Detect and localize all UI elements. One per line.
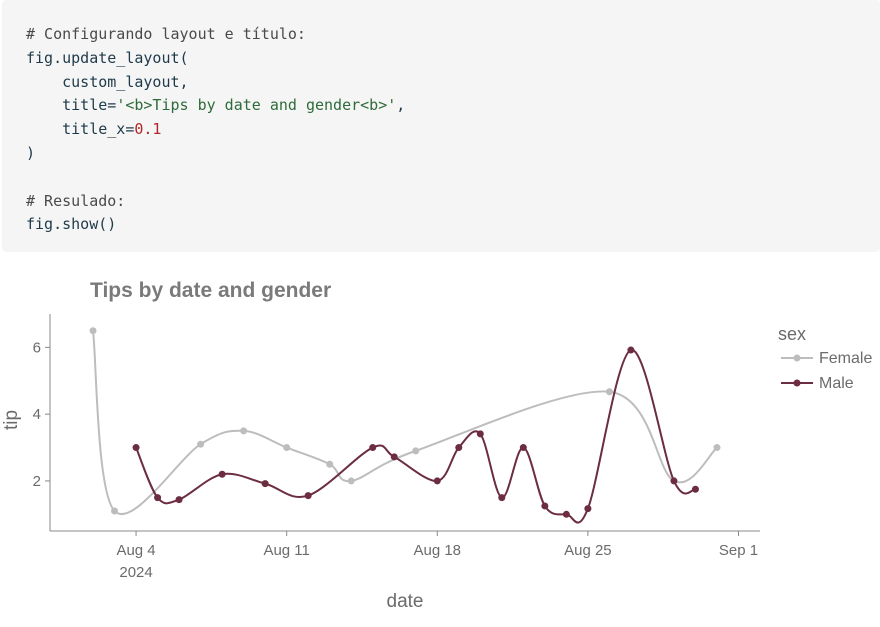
code-token: fig.show() xyxy=(26,215,117,234)
code-block: # Configurando layout e título: fig.updat… xyxy=(26,23,405,237)
data-point-male xyxy=(433,477,441,485)
code-line: fig.update_layout( xyxy=(26,47,405,71)
data-point-male xyxy=(519,444,527,452)
data-point-female xyxy=(240,427,248,435)
code-token: title_x= xyxy=(26,120,135,139)
data-point-male xyxy=(218,470,226,478)
series-line-female xyxy=(92,330,718,515)
code-token: # Resulado: xyxy=(26,191,126,210)
code-token: fig.update_layout( xyxy=(26,48,189,67)
x-tick-label: Sep 1 xyxy=(719,542,758,559)
chart-title: Tips by date and gender xyxy=(90,279,331,302)
data-point-male xyxy=(390,453,398,461)
legend-item-label: Male xyxy=(819,375,854,392)
chart-markers xyxy=(89,327,721,518)
data-point-female xyxy=(197,440,205,448)
x-axis-title: date xyxy=(387,591,424,612)
code-line: fig.show() xyxy=(26,213,405,237)
data-point-female xyxy=(605,388,613,396)
y-tick-label: 2 xyxy=(33,473,41,490)
data-point-male xyxy=(304,492,312,500)
code-line: title_x=0.1 xyxy=(26,118,405,142)
code-token: '<b>Tips by date and gender<b>' xyxy=(116,96,397,115)
line-chart: Tips by date and gender 2 4 6 Aug 4 2024 Aug … xyxy=(1,279,872,612)
data-point-male xyxy=(369,444,377,452)
code-line: ) xyxy=(26,142,405,166)
legend-item-label: Female xyxy=(819,350,872,367)
x-tick-label: Aug 4 xyxy=(116,542,155,559)
series-line-male xyxy=(135,349,696,524)
code-line xyxy=(26,166,405,190)
legend-swatch-marker xyxy=(793,354,801,362)
data-point-male xyxy=(627,346,635,354)
data-point-male xyxy=(175,496,183,504)
data-point-male xyxy=(584,505,592,513)
data-point-female xyxy=(326,460,334,468)
x-tick-sublabel: 2024 xyxy=(119,564,152,581)
data-point-female xyxy=(347,477,355,485)
data-point-female xyxy=(412,447,420,455)
code-token: ) xyxy=(26,143,36,162)
code-line: # Resulado: xyxy=(26,190,405,214)
data-point-male xyxy=(455,444,463,452)
y-axis-title: tip xyxy=(1,410,22,430)
x-tick-label: Aug 18 xyxy=(413,542,461,559)
code-token: , xyxy=(396,96,406,115)
code-line: # Configurando layout e título: xyxy=(26,23,405,47)
data-point-male xyxy=(691,485,699,493)
data-point-male xyxy=(562,510,570,518)
y-tick-label: 4 xyxy=(33,406,41,423)
data-point-male xyxy=(498,494,506,502)
data-point-female xyxy=(283,444,291,452)
data-point-male xyxy=(132,444,140,452)
code-line: custom_layout, xyxy=(26,71,405,95)
legend: sex Female Male xyxy=(778,324,872,392)
legend-swatch-marker xyxy=(793,379,801,387)
code-cell: # Configurando layout e título: fig.updat… xyxy=(2,0,880,252)
data-point-male xyxy=(476,430,484,438)
legend-title: sex xyxy=(778,324,806,344)
chart-lines xyxy=(92,330,718,524)
data-point-female xyxy=(713,444,721,452)
data-point-male xyxy=(670,477,678,485)
code-token: # Configurando layout e título: xyxy=(26,25,306,43)
data-point-male xyxy=(261,480,269,488)
chart-axes: 2 4 6 Aug 4 2024 Aug 11 Aug 18 Aug 25 Sep 1 xyxy=(33,314,760,581)
y-tick-label: 6 xyxy=(33,339,41,356)
x-tick-label: Aug 11 xyxy=(263,542,309,559)
code-token: title= xyxy=(26,96,117,115)
data-point-male xyxy=(154,494,162,502)
code-token: custom_layout, xyxy=(26,72,189,91)
data-point-male xyxy=(541,502,549,510)
plot-area: Tips by date and gender 2 4 6 Aug 4 2024 Aug … xyxy=(0,262,880,622)
data-point-female xyxy=(89,327,97,335)
data-point-female xyxy=(111,507,119,515)
x-tick-label: Aug 25 xyxy=(564,542,612,559)
code-line: title='<b>Tips by date and gender<b>', xyxy=(26,94,405,118)
code-token: 0.1 xyxy=(134,120,162,139)
